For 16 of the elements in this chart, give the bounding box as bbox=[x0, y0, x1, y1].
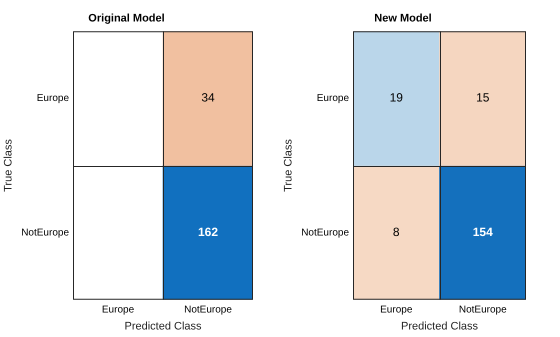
x-axis-title: Predicted Class bbox=[400, 320, 479, 332]
data-label: 15 bbox=[476, 90, 490, 105]
x-tick-label: NotEurope bbox=[184, 304, 232, 316]
chart-title: Original Model bbox=[88, 12, 165, 25]
data-label: 34 bbox=[201, 90, 215, 105]
data-label: 19 bbox=[390, 90, 404, 105]
data-label: 8 bbox=[392, 224, 400, 239]
x-tick-label: NotEurope bbox=[458, 304, 508, 316]
x-tick-label: Europe bbox=[380, 304, 413, 316]
data-label: 162 bbox=[198, 224, 218, 239]
chart-title: New Model bbox=[374, 12, 432, 25]
x-axis-title: Predicted Class bbox=[124, 320, 202, 332]
y-axis-title: True Class bbox=[2, 138, 15, 192]
y-axis-title: True Class bbox=[282, 138, 295, 192]
x-tick-label: Europe bbox=[102, 304, 135, 316]
data-label: 154 bbox=[472, 224, 494, 239]
